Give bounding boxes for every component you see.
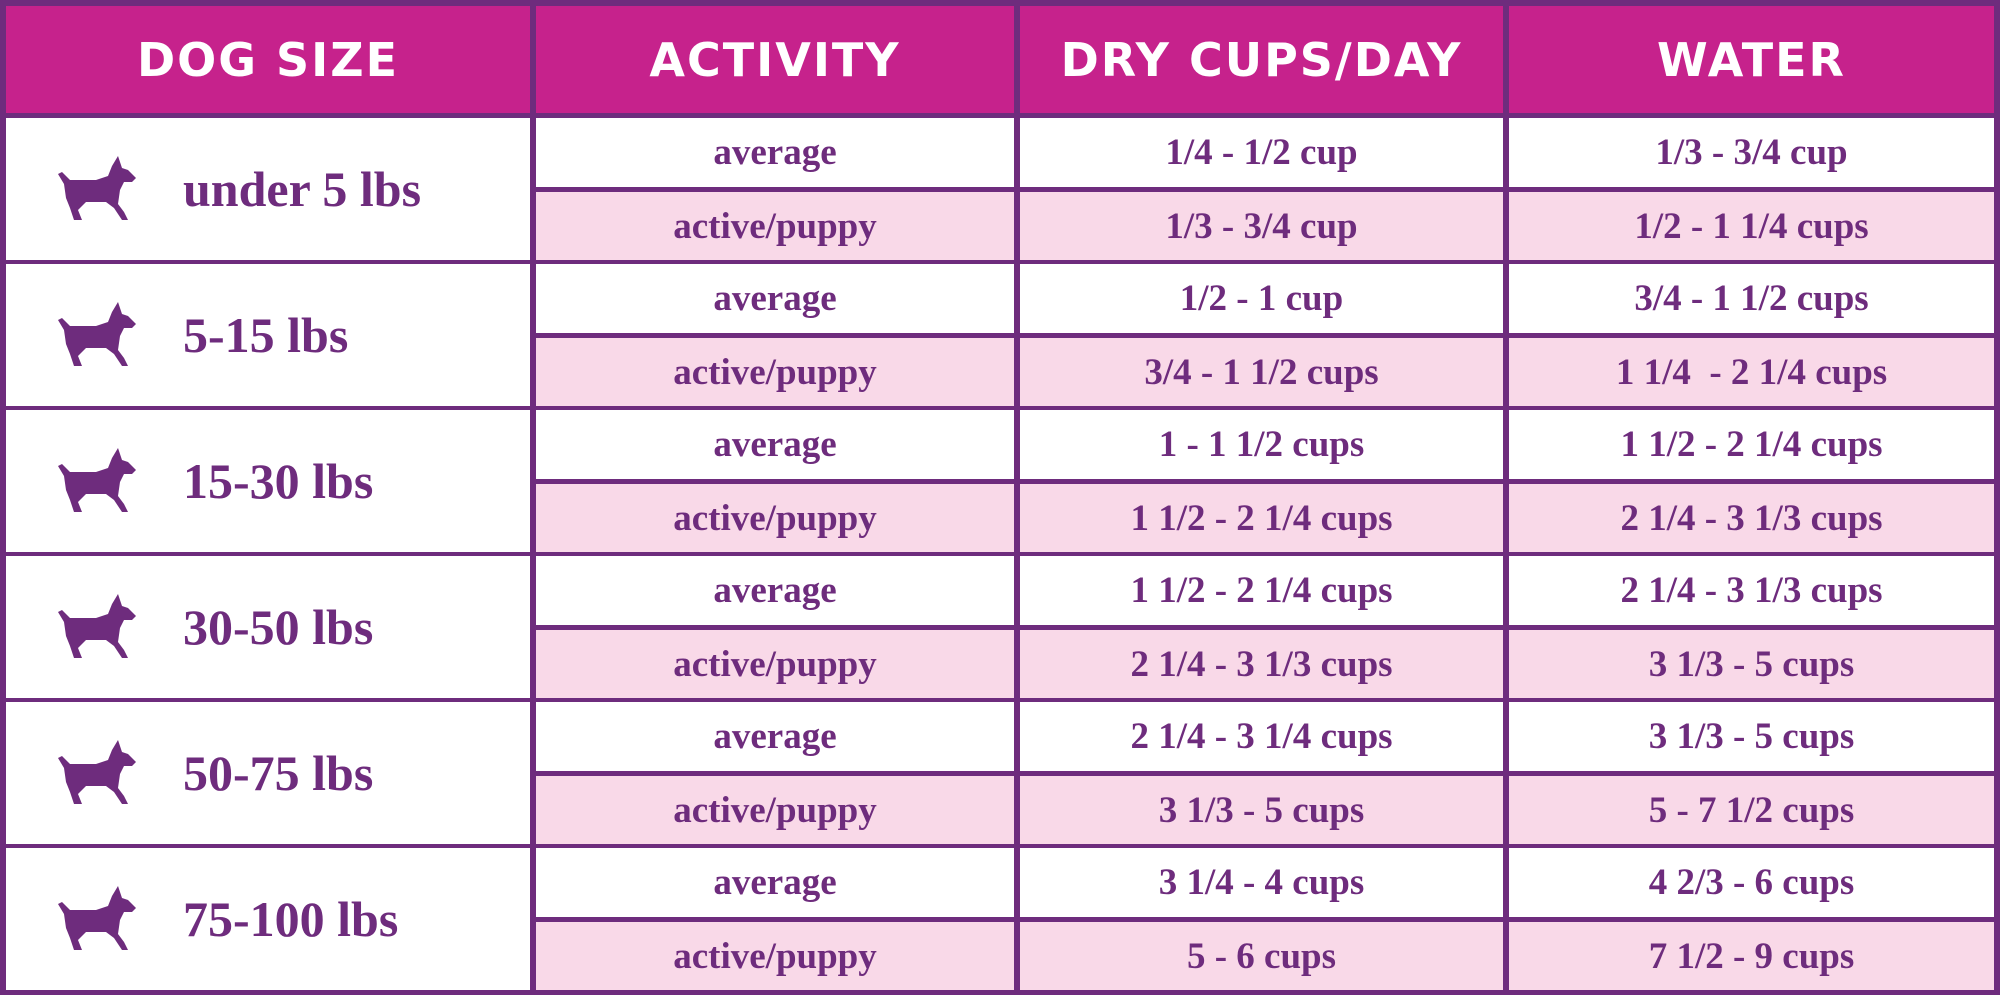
header-cell: ACTIVITY [536,6,1014,113]
activity-cell: average [536,848,1014,917]
water-cell-text: 2 1/4 - 3 1/3 cups [1620,497,1883,539]
activity-cell: active/puppy [536,338,1014,406]
dry-cell: 2 1/4 - 3 1/3 cups [1020,630,1503,698]
activity-cell: average [536,410,1014,479]
dog-size: 5-15 lbs [183,307,349,363]
activity-cell-text: active/puppy [673,497,877,539]
water-cell-text: 1/2 - 1 1/4 cups [1634,205,1869,247]
dry-cell-text: 5 - 6 cups [1186,935,1337,977]
dog-size-cell: 15-30 lbs [6,410,530,552]
water-cell: 3 1/3 - 5 cups [1509,702,1994,771]
activity-cell-text: active/puppy [673,643,877,685]
dog-icon [58,886,136,950]
header-cell: WATER [1509,6,1994,113]
water-cell-text: 7 1/2 - 9 cups [1648,935,1855,977]
water-cell: 5 - 7 1/2 cups [1509,776,1994,844]
header-cell: DOG SIZE [6,6,530,113]
dry-cell-text: 3 1/4 - 4 cups [1158,862,1365,903]
dog-icon [58,156,136,220]
water-cell-text: 2 1/4 - 3 1/3 cups [1620,570,1883,611]
dry-cell: 2 1/4 - 3 1/4 cups [1020,702,1503,771]
activity-cell-text: average [713,862,837,903]
activity-cell-text: average [713,570,837,611]
water-cell-text: 3/4 - 1 1/2 cups [1634,278,1869,319]
dry-cell-text: 1/4 - 1/2 cup [1165,132,1358,173]
dog-size-cell: under 5 lbs [6,118,530,260]
dry-cell: 1 1/2 - 2 1/4 cups [1020,484,1503,552]
dog-icon [58,448,136,512]
water-cell: 4 2/3 - 6 cups [1509,848,1994,917]
activity-cell-text: average [713,132,837,173]
activity-cell: average [536,118,1014,187]
dry-cell-text: 1 1/2 - 2 1/4 cups [1130,570,1393,611]
dog-icon [58,740,136,804]
water-cell-text: 1 1/4 - 2 1/4 cups [1615,351,1888,393]
header-cell-text: ACTIVITY [649,32,901,87]
activity-cell-text: active/puppy [673,789,877,831]
dry-cell-text: 1 1/2 - 2 1/4 cups [1130,497,1393,539]
header-cell-text: WATER [1657,32,1846,87]
activity-cell: active/puppy [536,776,1014,844]
dog-size-cell: 5-15 lbs [6,264,530,406]
water-cell: 1/2 - 1 1/4 cups [1509,192,1994,260]
dry-cell: 1/2 - 1 cup [1020,264,1503,333]
water-cell-text: 4 2/3 - 6 cups [1648,862,1855,903]
activity-cell: active/puppy [536,630,1014,698]
water-cell: 1 1/2 - 2 1/4 cups [1509,410,1994,479]
water-cell-text: 5 - 7 1/2 cups [1648,789,1855,831]
dry-cell-text: 1/3 - 3/4 cup [1165,205,1358,247]
dog-icon [58,302,136,366]
dry-cell-text: 3 1/3 - 5 cups [1158,789,1365,831]
dry-cell-text: 2 1/4 - 3 1/4 cups [1130,716,1393,757]
activity-cell: active/puppy [536,484,1014,552]
dog-size-cell: 75-100 lbs [6,848,530,990]
activity-cell: average [536,702,1014,771]
activity-cell: average [536,264,1014,333]
dry-cell: 1/4 - 1/2 cup [1020,118,1503,187]
dog-size-cell: 50-75 lbs [6,702,530,844]
dry-cell-text: 2 1/4 - 3 1/3 cups [1130,643,1393,685]
dog-size: 50-75 lbs [183,745,374,801]
water-cell: 3 1/3 - 5 cups [1509,630,1994,698]
dog-size: under 5 lbs [183,161,422,217]
water-cell-text: 1 1/2 - 2 1/4 cups [1620,424,1883,465]
water-cell: 2 1/4 - 3 1/3 cups [1509,484,1994,552]
dry-cell-text: 1/2 - 1 cup [1179,278,1344,319]
header-cell-text: DRY CUPS/DAY [1060,32,1463,87]
header-cell: DRY CUPS/DAY [1020,6,1503,113]
activity-cell-text: active/puppy [673,935,877,977]
header-cell-text: DOG SIZE [136,32,400,87]
water-cell: 3/4 - 1 1/2 cups [1509,264,1994,333]
dry-cell: 1 - 1 1/2 cups [1020,410,1503,479]
dry-cell-text: 1 - 1 1/2 cups [1158,424,1365,465]
activity-cell: active/puppy [536,922,1014,990]
water-cell-text: 1/3 - 3/4 cup [1655,132,1848,173]
dog-size: 30-50 lbs [183,599,374,655]
dry-cell: 1 1/2 - 2 1/4 cups [1020,556,1503,625]
dog-size: 75-100 lbs [183,891,399,947]
dry-cell: 3 1/3 - 5 cups [1020,776,1503,844]
water-cell: 7 1/2 - 9 cups [1509,922,1994,990]
activity-cell: active/puppy [536,192,1014,260]
dry-cell: 3/4 - 1 1/2 cups [1020,338,1503,406]
dog-size-cell: 30-50 lbs [6,556,530,698]
activity-cell-text: average [713,424,837,465]
dry-cell: 5 - 6 cups [1020,922,1503,990]
dry-cell: 3 1/4 - 4 cups [1020,848,1503,917]
water-cell-text: 3 1/3 - 5 cups [1648,643,1855,685]
water-cell: 2 1/4 - 3 1/3 cups [1509,556,1994,625]
activity-cell-text: active/puppy [673,205,877,247]
dry-cell: 1/3 - 3/4 cup [1020,192,1503,260]
dog-icon [58,594,136,658]
dog-size: 15-30 lbs [183,453,374,509]
water-cell: 1 1/4 - 2 1/4 cups [1509,338,1994,406]
dry-cell-text: 3/4 - 1 1/2 cups [1144,351,1379,393]
activity-cell-text: average [713,716,837,757]
activity-cell: average [536,556,1014,625]
activity-cell-text: average [713,278,837,319]
activity-cell-text: active/puppy [673,351,877,393]
water-cell-text: 3 1/3 - 5 cups [1648,716,1855,757]
water-cell: 1/3 - 3/4 cup [1509,118,1994,187]
